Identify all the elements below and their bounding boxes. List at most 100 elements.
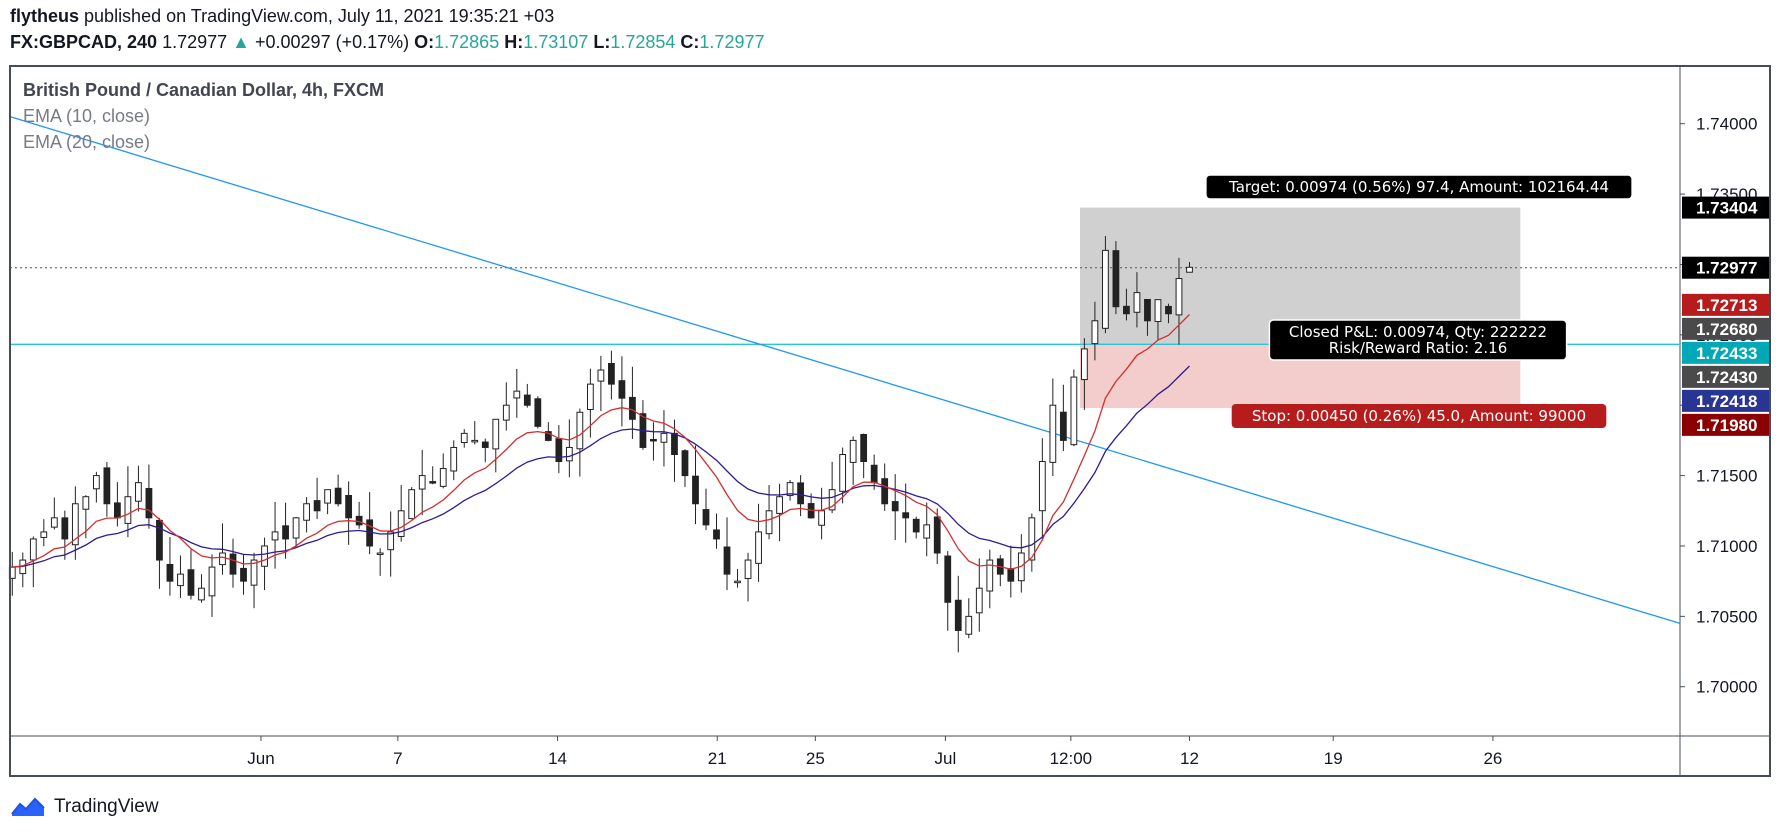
candle-body: [586, 383, 594, 411]
pnl-label: Closed P&L: 0.00974, Qty: 222222Risk/Rew…: [1268, 319, 1568, 361]
high-label: H:: [504, 32, 524, 52]
y-tick-label: 1.71500: [1696, 467, 1757, 486]
candle-body: [755, 531, 762, 564]
candle-body: [1144, 298, 1151, 322]
price-badge-label: 1.71980: [1696, 416, 1757, 435]
candle-body: [282, 525, 289, 540]
price-change: +0.00297 (+0.17%): [255, 32, 410, 52]
legend-ema20[interactable]: EMA (20, close): [23, 132, 151, 152]
candle-body: [292, 517, 300, 539]
price-badge: [1682, 293, 1770, 316]
candle-body: [145, 487, 153, 519]
candle-body: [849, 439, 857, 463]
candle-body: [881, 478, 889, 505]
candle-body: [29, 538, 37, 561]
candle-body: [828, 489, 836, 511]
candle-body: [965, 615, 973, 635]
up-arrow-icon: ▲: [232, 32, 250, 52]
price-badge: [1682, 317, 1770, 340]
price-badge-label: 1.72433: [1696, 344, 1757, 363]
close-label: C:: [680, 32, 700, 52]
candle-body: [240, 567, 247, 582]
candle-body: [1080, 348, 1088, 381]
x-tick-label: 12: [1180, 749, 1199, 768]
open-label: O:: [414, 32, 435, 52]
candle-body: [891, 501, 899, 512]
candle-body: [177, 573, 184, 587]
tradingview-logo-icon: [11, 797, 45, 816]
svg-text:Target: 0.00974 (0.56%) 97.4,: Target: 0.00974 (0.56%) 97.4, Amount: 10…: [1228, 178, 1609, 196]
candle-body: [492, 418, 500, 450]
tradingview-brand-name: TradingView: [54, 796, 159, 817]
candle-body: [156, 519, 163, 561]
x-tick-label: Jul: [935, 749, 957, 768]
candle-body: [1175, 278, 1183, 316]
candle-body: [608, 363, 615, 385]
candle-body: [713, 529, 720, 540]
chart-frame: [9, 65, 1771, 777]
candle-body: [271, 531, 279, 541]
candle-body: [744, 559, 752, 580]
candle-body: [1123, 305, 1130, 315]
candle-body: [135, 482, 142, 502]
candle-body: [734, 580, 741, 584]
candle-body: [986, 559, 994, 592]
price-badge-label: 1.72713: [1696, 296, 1757, 315]
tradingview-brand[interactable]: TradingView: [10, 793, 159, 821]
candle-body: [460, 432, 468, 444]
candle-body: [397, 510, 405, 537]
candle-body: [61, 517, 69, 540]
candle-body: [124, 496, 132, 524]
candle-body: [187, 569, 195, 596]
x-tick-label: 19: [1324, 749, 1343, 768]
price-badge-label: 1.72977: [1696, 259, 1757, 278]
ema10-line: [12, 314, 1190, 570]
candle-body: [313, 500, 321, 512]
price-badge-label: 1.72430: [1696, 368, 1757, 387]
x-tick-label: 14: [548, 749, 567, 768]
author-name[interactable]: flytheus: [10, 6, 80, 26]
candle-body: [786, 482, 794, 497]
candle-body: [544, 431, 552, 441]
ema20-line: [12, 365, 1190, 568]
candle-body: [797, 482, 804, 505]
published-text: published on TradingView.com, July 11, 2…: [84, 6, 555, 26]
candle-body: [418, 475, 426, 490]
x-tick-label: 21: [708, 749, 727, 768]
candle-body: [975, 587, 983, 614]
candle-body: [1102, 249, 1109, 329]
x-tick-label: 26: [1483, 749, 1502, 768]
candle-body: [429, 481, 437, 484]
candle-body: [324, 489, 331, 504]
candle-body: [660, 432, 668, 443]
price-badge-label: 1.72418: [1696, 392, 1757, 411]
candle-body: [1091, 320, 1099, 345]
legend-ema10[interactable]: EMA (10, close): [23, 106, 151, 126]
candle-body: [198, 587, 205, 601]
candle-body: [650, 438, 657, 442]
publish-info: flytheus published on TradingView.com, J…: [10, 6, 554, 27]
candle-body: [692, 475, 699, 505]
candle-body: [944, 555, 952, 603]
x-tick-label: 7: [393, 749, 402, 768]
candle-body: [1028, 517, 1036, 561]
candle-body: [923, 524, 931, 539]
candle-body: [1070, 376, 1078, 446]
stop-label: Stop: 0.00450 (0.26%) 45.0, Amount: 9900…: [1231, 404, 1607, 428]
candle-body: [954, 599, 962, 631]
candle-body: [345, 494, 353, 519]
target-label: Target: 0.00974 (0.56%) 97.4, Amount: 10…: [1205, 174, 1633, 200]
candle-body: [229, 553, 237, 575]
candle-body: [303, 503, 310, 521]
low-value: 1.72854: [610, 32, 676, 52]
price-badge: [1682, 413, 1770, 436]
low-label: L:: [593, 32, 611, 52]
y-tick-label: 1.70500: [1696, 607, 1757, 626]
candle-body: [103, 467, 111, 505]
svg-text:Risk/Reward Ratio: 2.16: Risk/Reward Ratio: 2.16: [1329, 339, 1508, 357]
x-tick-label: Jun: [247, 749, 274, 768]
candle-body: [40, 531, 48, 538]
candle-body: [82, 496, 90, 510]
candle-body: [50, 517, 58, 528]
